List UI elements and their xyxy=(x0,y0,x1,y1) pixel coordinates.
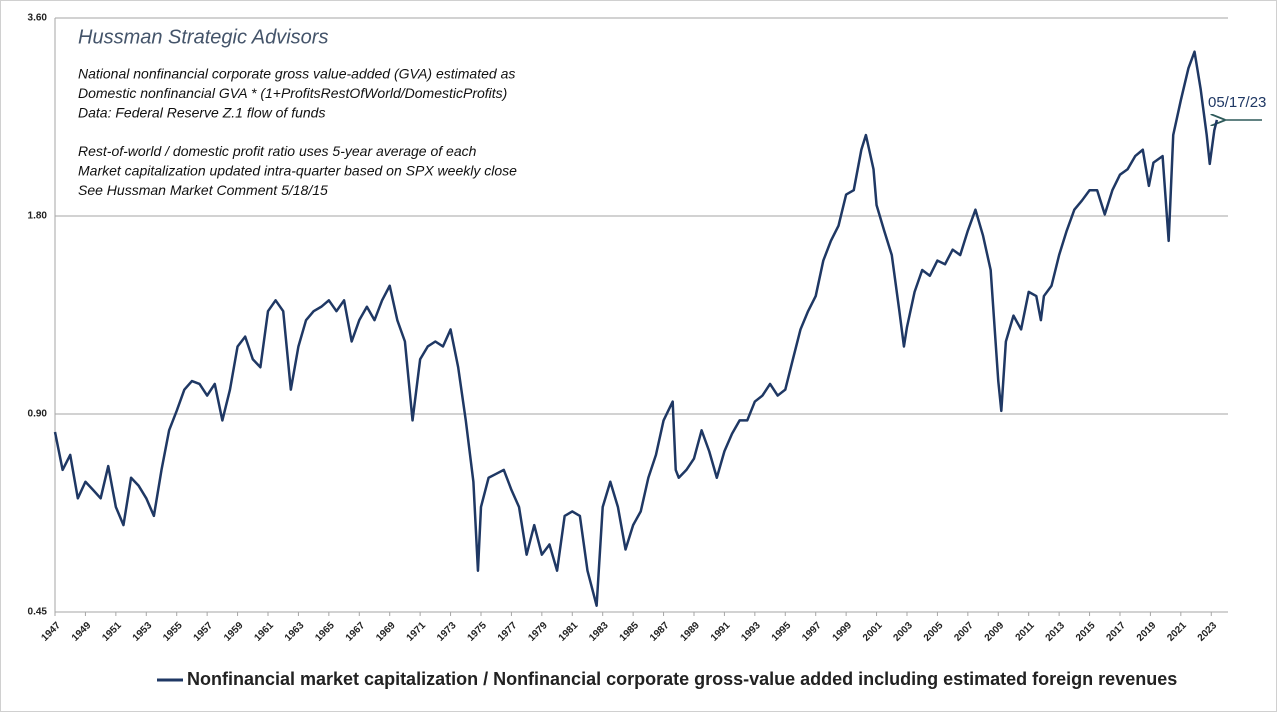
x-tick-label: 1947 xyxy=(39,620,63,644)
annotation: Domestic nonfinancial GVA * (1+ProfitsRe… xyxy=(78,85,507,101)
x-tick-label: 1977 xyxy=(496,620,520,644)
x-tick-label: 1997 xyxy=(800,620,824,644)
x-tick-label: 2017 xyxy=(1104,620,1128,644)
x-tick-label: 1955 xyxy=(161,620,185,644)
x-tick-label: 1999 xyxy=(831,620,855,644)
annotation: Data: Federal Reserve Z.1 flow of funds xyxy=(78,105,325,121)
y-tick-label: 1.80 xyxy=(28,211,48,222)
x-tick-label: 2007 xyxy=(952,620,976,644)
x-tick-label: 1965 xyxy=(313,620,337,644)
y-tick-label: 0.45 xyxy=(28,607,48,618)
annotation: See Hussman Market Comment 5/18/15 xyxy=(78,182,328,198)
annotation: National nonfinancial corporate gross va… xyxy=(78,66,515,82)
x-tick-label: 2015 xyxy=(1074,620,1098,644)
legend-label: Nonfinancial market capitalization / Non… xyxy=(187,669,1177,689)
x-tick-label: 2019 xyxy=(1135,620,1159,644)
x-tick-label: 2005 xyxy=(922,620,946,644)
x-tick-label: 1989 xyxy=(678,620,702,644)
x-tick-label: 1975 xyxy=(465,620,489,644)
x-tick-label: 1957 xyxy=(192,620,216,644)
x-tick-label: 1983 xyxy=(587,620,611,644)
x-tick-label: 2009 xyxy=(983,620,1007,644)
y-tick-label: 3.60 xyxy=(28,13,48,24)
annotation: Market capitalization updated intra-quar… xyxy=(78,163,517,179)
x-tick-label: 1981 xyxy=(557,620,581,644)
x-tick-label: 1961 xyxy=(252,620,276,644)
x-tick-label: 1963 xyxy=(283,620,307,644)
x-tick-label: 2001 xyxy=(861,620,885,644)
x-tick-label: 2021 xyxy=(1165,620,1189,644)
x-tick-label: 1967 xyxy=(344,620,368,644)
x-tick-label: 1953 xyxy=(131,620,155,644)
x-tick-label: 1985 xyxy=(618,620,642,644)
x-tick-label: 1971 xyxy=(405,620,429,644)
series-line xyxy=(53,50,1219,607)
x-tick-label: 1995 xyxy=(770,620,794,644)
x-tick-label: 2003 xyxy=(891,620,915,644)
x-tick-label: 1951 xyxy=(100,620,124,644)
x-tick-label: 2011 xyxy=(1014,620,1037,643)
y-tick-label: 0.90 xyxy=(28,409,48,420)
chart-title: Hussman Strategic Advisors xyxy=(78,26,328,48)
x-tick-label: 1969 xyxy=(374,620,398,644)
end-label: 05/17/23 xyxy=(1208,94,1266,111)
x-tick-label: 1973 xyxy=(435,620,459,644)
x-tick-label: 1993 xyxy=(739,620,763,644)
x-tick-label: 2023 xyxy=(1196,620,1220,644)
x-tick-label: 1949 xyxy=(70,620,94,644)
x-tick-label: 1987 xyxy=(648,620,672,644)
x-tick-label: 1959 xyxy=(222,620,246,644)
annotation: Rest-of-world / domestic profit ratio us… xyxy=(78,143,477,159)
x-tick-label: 2013 xyxy=(1044,620,1068,644)
x-tick-label: 1991 xyxy=(709,620,733,644)
x-tick-label: 1979 xyxy=(526,620,550,644)
